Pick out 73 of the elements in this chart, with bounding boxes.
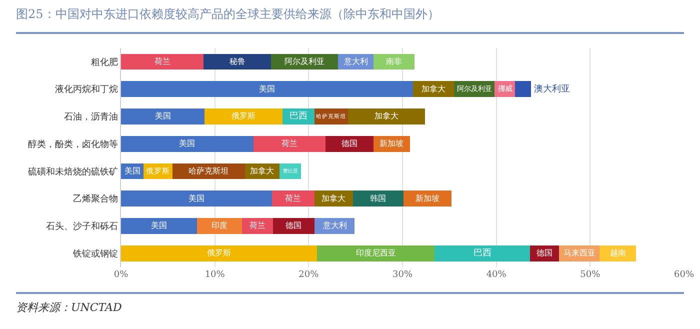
bar <box>121 245 318 262</box>
text: 荷兰 <box>281 138 298 148</box>
bar <box>352 190 404 206</box>
y-tick-label: 乙烯聚合物 <box>73 192 118 205</box>
x-tick-label: 60% <box>674 270 694 280</box>
series-label: 巴西 <box>473 248 492 258</box>
x-tick-label: 50% <box>580 270 601 280</box>
y-tick-label: 醇类，酚类，卤化物等 <box>28 136 118 150</box>
y-tick-label: 石头、沙子和砾石 <box>46 219 118 232</box>
series-label: 加拿大 <box>421 83 446 94</box>
text: 荷兰 <box>250 220 266 230</box>
x-tick-label: 30% <box>392 270 413 280</box>
y-tick-label: 液化丙烷和丁烷 <box>55 82 118 96</box>
text: 荷兰 <box>285 192 302 203</box>
series-label: 新加坡 <box>380 138 404 148</box>
y-tick-label: 粗化肥 <box>91 54 118 68</box>
series-label: 秘鲁 <box>229 56 246 66</box>
series-label: 俄罗斯 <box>231 110 256 121</box>
x-tick-label: 40% <box>486 270 507 280</box>
y-tick-label: 硫磺和未焙烧的硫铁矿 <box>28 164 118 178</box>
bar <box>317 245 434 262</box>
bar <box>204 108 282 124</box>
text: 加拿大 <box>250 165 274 176</box>
x-tick-label: 10% <box>204 270 226 280</box>
text: 德国 <box>286 220 302 230</box>
series-label: 澳大利亚 <box>534 84 570 95</box>
series-label: 南非 <box>386 56 402 66</box>
text: 资料来源：UNCTAD <box>16 300 122 315</box>
text: 美国 <box>124 165 140 176</box>
bar <box>121 54 204 70</box>
bar <box>272 190 314 206</box>
text: 加拿大 <box>322 192 346 203</box>
bar <box>515 81 532 97</box>
x-tick-label: 20% <box>298 270 320 280</box>
text: 德国 <box>536 248 553 258</box>
bar <box>204 54 272 70</box>
series-label: 韩国 <box>370 192 386 203</box>
bar <box>121 136 254 152</box>
text: 俄罗斯 <box>207 248 232 258</box>
text: 意大利 <box>322 220 347 230</box>
chart-title: 图25：中国对中东进口依赖度较高产品的全球主要供给来源（除中东和中国外） <box>16 6 440 23</box>
bar <box>253 136 326 152</box>
text: 巴西 <box>289 111 308 122</box>
bar <box>197 218 242 234</box>
y-tick-label: 石油，沥青油 <box>64 110 118 123</box>
text: 加拿大 <box>374 110 399 121</box>
series-label: 德国 <box>341 138 358 148</box>
text: 美国 <box>179 138 196 148</box>
bar <box>348 108 426 124</box>
text: 美国 <box>154 110 171 121</box>
bar <box>121 218 198 234</box>
text: 美国 <box>188 192 205 203</box>
series-label: 印度 <box>212 220 228 230</box>
text: 俄罗斯 <box>146 166 170 176</box>
bar <box>273 218 314 234</box>
text: 哈萨克斯坦 <box>188 165 229 176</box>
text: 新加坡 <box>415 192 440 203</box>
series-label: 荷兰 <box>154 56 170 66</box>
series-label: 印度尼西亚 <box>356 248 396 258</box>
series-label: 越南 <box>610 248 626 258</box>
bar <box>121 190 272 206</box>
y-tick-label: 铁锭或钢锭 <box>72 246 118 260</box>
bar <box>121 81 413 97</box>
x-tick-label: 0% <box>114 270 129 280</box>
series-label: 阿尔及利亚 <box>284 56 324 66</box>
text: 美国 <box>151 220 168 230</box>
series-label: 意大利 <box>343 56 368 66</box>
series-label: 美国 <box>258 83 275 94</box>
series-label: 马来西亚 <box>563 248 596 258</box>
bar <box>434 245 530 262</box>
series-label: 挪威 <box>498 84 512 94</box>
bar <box>121 108 205 124</box>
bar <box>326 136 374 152</box>
